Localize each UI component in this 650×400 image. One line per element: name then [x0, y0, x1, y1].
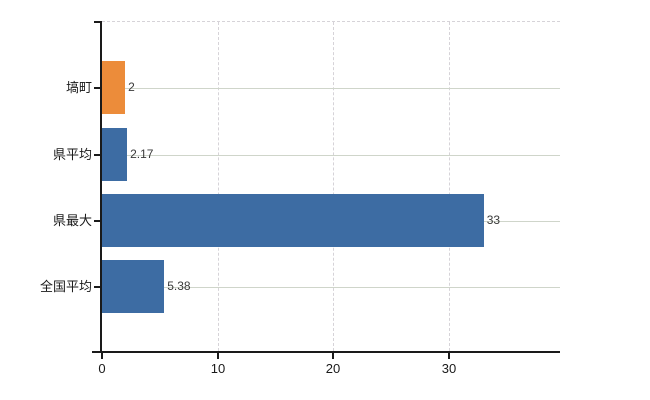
category-tick: [94, 154, 102, 156]
category-label: 県最大: [52, 213, 92, 228]
x-tick-label: 30: [441, 361, 457, 376]
category-tick: [94, 220, 102, 222]
x-tick-label: 10: [210, 361, 226, 376]
plot-top-border: [102, 21, 560, 22]
x-axis-tick: [448, 353, 450, 359]
value-label: 2.17: [130, 147, 154, 161]
gridline-vertical: [333, 22, 334, 351]
gridline-horizontal: [102, 88, 560, 89]
gridline-horizontal: [102, 287, 560, 288]
gridline-vertical: [449, 22, 450, 351]
x-axis-line: [92, 351, 560, 353]
bar: [102, 194, 484, 247]
x-axis-tick: [332, 353, 334, 359]
value-label: 2: [128, 80, 135, 94]
category-axis-top-tick: [94, 21, 102, 23]
x-tick-label: 20: [325, 361, 341, 376]
category-label: 全国平均: [39, 279, 92, 294]
category-label: 塙町: [65, 80, 92, 95]
value-label: 33: [486, 213, 501, 227]
bar: [102, 128, 128, 181]
bar: [102, 260, 165, 313]
category-tick: [94, 286, 102, 288]
category-label: 県平均: [52, 147, 92, 162]
x-axis-tick: [101, 353, 103, 359]
x-tick-label: 0: [98, 361, 106, 376]
category-tick: [94, 87, 102, 89]
gridline-horizontal: [102, 155, 560, 156]
value-label: 5.38: [167, 279, 191, 293]
gridline-vertical: [218, 22, 219, 351]
bar: [102, 61, 126, 114]
x-axis-tick: [217, 353, 219, 359]
y-axis-line: [100, 22, 102, 353]
